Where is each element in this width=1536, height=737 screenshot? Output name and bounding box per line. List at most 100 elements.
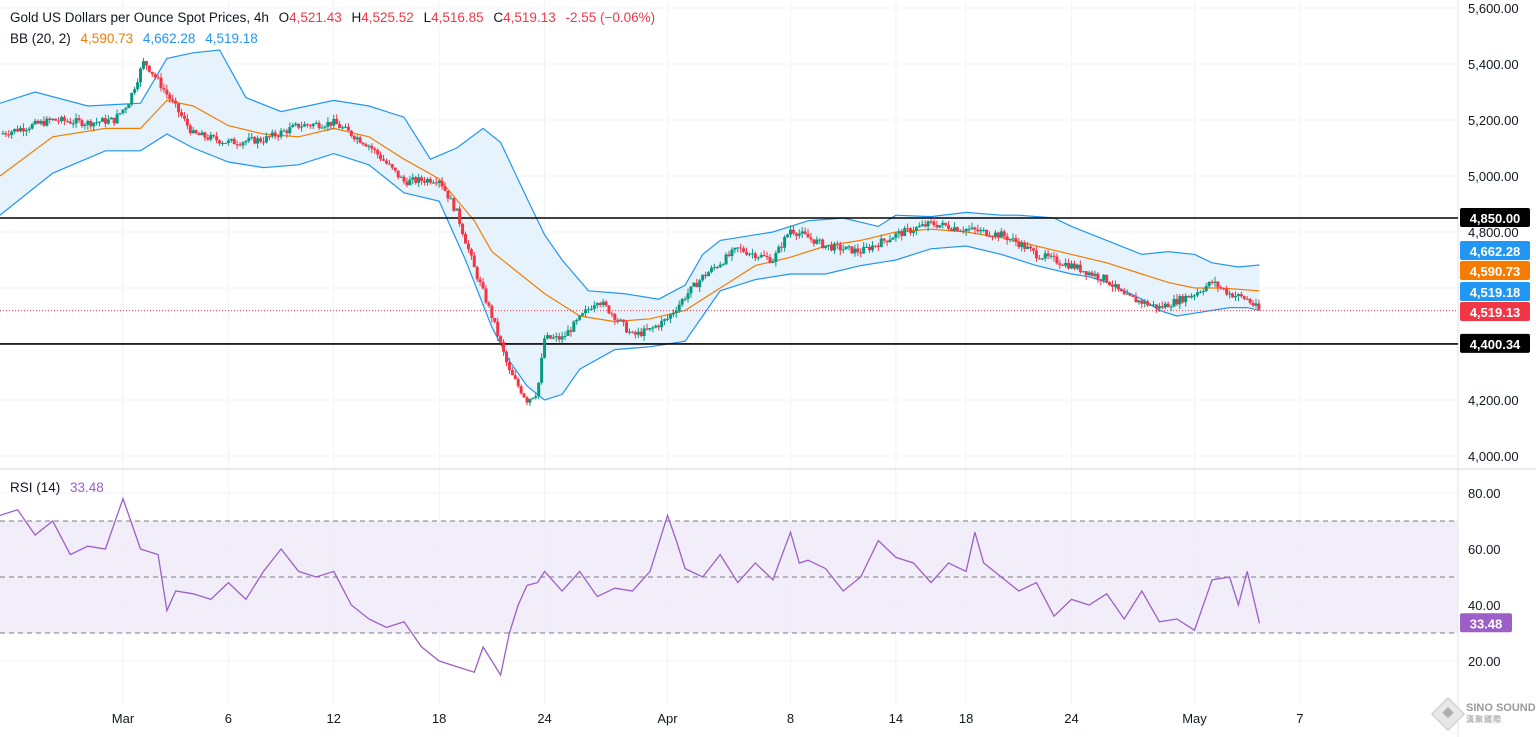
candle-body — [314, 122, 318, 124]
candle-body — [472, 255, 476, 268]
candle-body — [1178, 296, 1182, 305]
candle-body — [194, 130, 198, 134]
candle-body — [525, 397, 529, 403]
brand-logo: SINO SOUND 漢聚國際 — [1431, 697, 1536, 731]
candle-body — [1087, 272, 1091, 276]
candle-body — [727, 254, 731, 256]
axis-price-label-bg — [1460, 261, 1530, 280]
candle-body — [633, 332, 637, 335]
candle-body — [531, 397, 535, 399]
candle-body — [824, 245, 828, 248]
candle-body — [92, 122, 96, 127]
candle-body — [1251, 302, 1255, 306]
candle-body — [54, 118, 58, 121]
time-tick-label: May — [1182, 711, 1207, 726]
candle-body — [683, 298, 687, 300]
level-price-label: 4,850.00 — [1470, 211, 1521, 226]
candle-body — [988, 235, 992, 237]
low-value: L4,516.85 — [424, 10, 484, 25]
close-value: C4,519.13 — [493, 10, 555, 25]
candle-body — [232, 139, 236, 145]
candle-body — [1213, 281, 1217, 283]
candle-body — [62, 117, 66, 121]
candle-body — [1034, 250, 1038, 259]
low-label: L — [423, 10, 432, 25]
candle-body — [1102, 274, 1106, 281]
rsi-tick-label: 60.00 — [1468, 542, 1501, 557]
candle-body — [1175, 298, 1179, 305]
candle-body — [809, 237, 813, 240]
candle-body — [645, 328, 649, 330]
candle-body — [65, 120, 69, 122]
candle-body — [572, 321, 576, 332]
candle-body — [935, 225, 939, 228]
candle-body — [701, 274, 705, 281]
candle-body — [434, 182, 438, 184]
high-value: H4,525.52 — [351, 10, 413, 25]
axis-price-label: 4,662.28 — [1470, 244, 1521, 259]
candle-body — [794, 233, 798, 236]
candle-body — [1154, 304, 1158, 309]
candle-body — [642, 328, 646, 336]
candle-body — [294, 123, 298, 126]
candle-body — [51, 118, 55, 120]
candle-body — [976, 229, 980, 232]
high-label: H — [351, 10, 362, 25]
candle-body — [689, 286, 693, 294]
candle-body — [59, 117, 63, 122]
candle-body — [1231, 293, 1235, 298]
price-header: Gold US Dollars per Ounce Spot Prices, 4… — [10, 10, 661, 25]
candle-body — [466, 243, 470, 250]
candle-body — [783, 236, 787, 248]
price-tick-label: 5,400.00 — [1468, 57, 1519, 72]
candle-body — [900, 231, 904, 237]
logo-subtext: 漢聚國際 — [1466, 715, 1502, 724]
candle-body — [446, 190, 450, 199]
candle-body — [461, 223, 465, 235]
candle-body — [522, 393, 526, 398]
candle-body — [402, 176, 406, 182]
candle-body — [1011, 238, 1015, 240]
candle-body — [1122, 291, 1126, 295]
candle-body — [806, 233, 810, 238]
candle-body — [162, 88, 166, 90]
candle-body — [671, 312, 675, 315]
candle-body — [853, 248, 857, 254]
candle-body — [636, 331, 640, 335]
candle-body — [709, 267, 713, 273]
candle-body — [920, 224, 924, 227]
bollinger-bands — [0, 49, 1260, 401]
candle-body — [1008, 239, 1012, 241]
candle-body — [241, 142, 245, 146]
candle-body — [1152, 304, 1156, 306]
candle-body — [177, 103, 181, 113]
candle-body — [663, 319, 667, 321]
candle-body — [592, 305, 596, 309]
candle-body — [750, 253, 754, 255]
candle-body — [18, 128, 22, 132]
candle-body — [1181, 296, 1185, 303]
time-tick-label: 6 — [225, 711, 232, 726]
candle-body — [540, 357, 544, 383]
candle-body — [48, 118, 52, 120]
candle-body — [859, 252, 863, 254]
candle-body — [666, 318, 670, 320]
candle-body — [332, 118, 336, 126]
candle-body — [259, 138, 263, 142]
candle-body — [604, 301, 608, 306]
candle-body — [619, 319, 623, 321]
candle-body — [1143, 301, 1147, 304]
candle-body — [212, 135, 216, 137]
candle-body — [569, 330, 573, 332]
candle-body — [279, 130, 283, 137]
candle-body — [1031, 248, 1035, 251]
candle-body — [882, 238, 886, 241]
candle-body — [443, 186, 447, 191]
candle-body — [595, 303, 599, 306]
candle-body — [625, 322, 629, 333]
candle-body — [742, 248, 746, 252]
bb-basis-value: 4,590.73 — [80, 31, 134, 46]
candle-body — [1081, 271, 1085, 273]
candle-body — [490, 305, 494, 318]
rsi-line — [0, 496, 1261, 677]
